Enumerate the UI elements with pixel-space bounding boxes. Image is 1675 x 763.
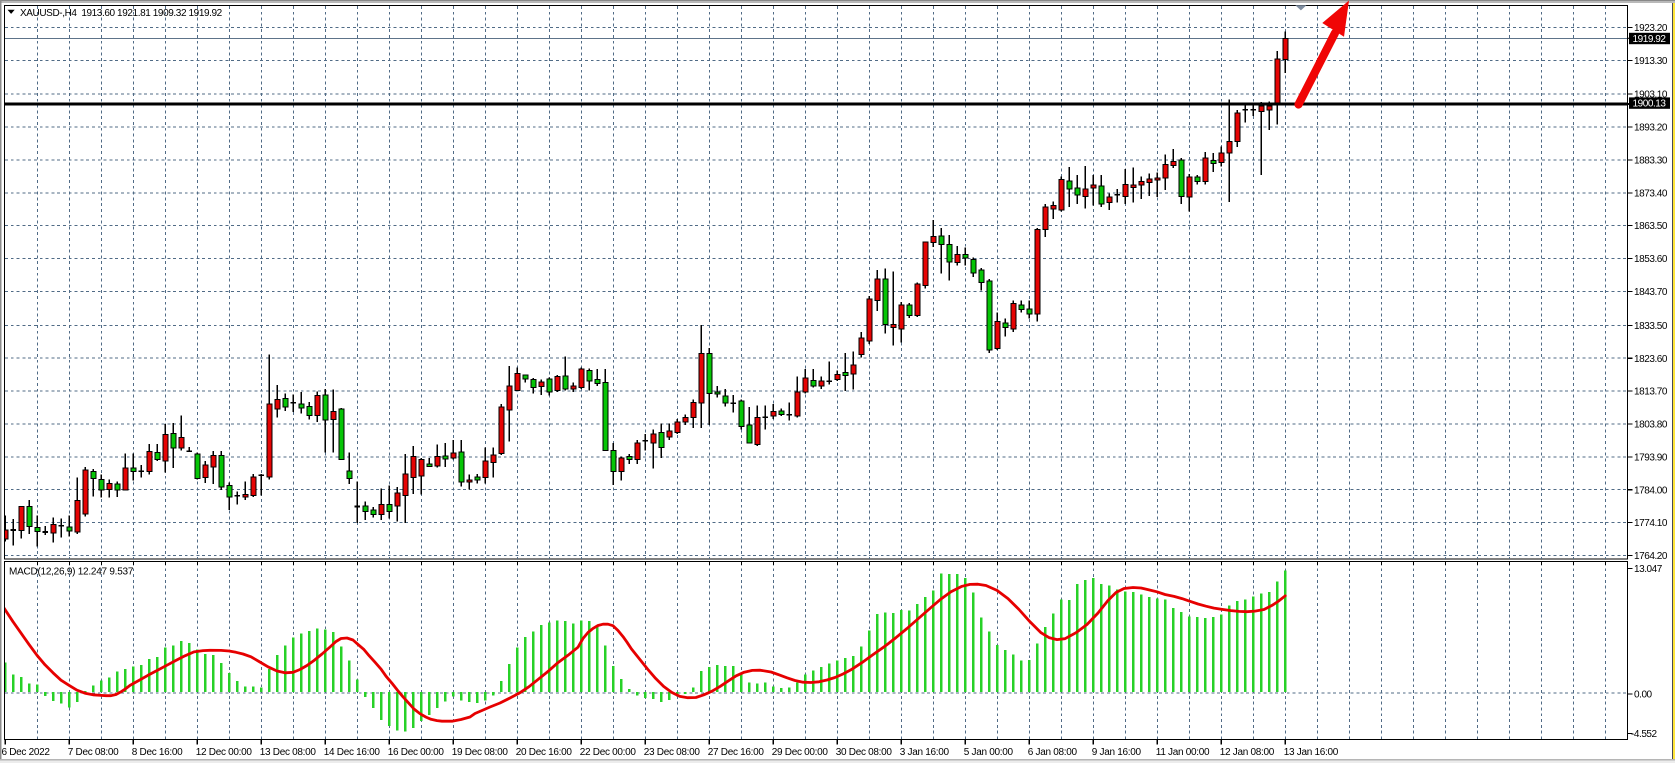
svg-text:7 Dec 08:00: 7 Dec 08:00	[68, 747, 119, 758]
svg-text:1853.60: 1853.60	[1634, 254, 1668, 265]
svg-text:1919.92: 1919.92	[1633, 34, 1667, 45]
svg-text:16 Dec 00:00: 16 Dec 00:00	[388, 747, 445, 758]
svg-text:1900.13: 1900.13	[1633, 99, 1667, 110]
svg-text:13.047: 13.047	[1634, 564, 1663, 575]
svg-text:6 Jan 08:00: 6 Jan 08:00	[1028, 747, 1078, 758]
svg-text:1793.90: 1793.90	[1634, 452, 1668, 463]
svg-text:6 Dec 2022: 6 Dec 2022	[2, 747, 51, 758]
svg-text:13 Jan 16:00: 13 Jan 16:00	[1284, 747, 1339, 758]
svg-text:1784.00: 1784.00	[1634, 485, 1668, 496]
svg-text:1923.20: 1923.20	[1634, 23, 1668, 34]
svg-text:1843.70: 1843.70	[1634, 287, 1668, 298]
svg-text:MACD(12,26,9) 12.247 9.537: MACD(12,26,9) 12.247 9.537	[9, 566, 134, 577]
svg-text:1883.30: 1883.30	[1634, 156, 1668, 167]
svg-text:1764.20: 1764.20	[1634, 551, 1668, 562]
svg-text:13 Dec 08:00: 13 Dec 08:00	[260, 747, 317, 758]
svg-text:20 Dec 16:00: 20 Dec 16:00	[516, 747, 573, 758]
svg-text:XAUUSD-,H4 1913.60 1921.81 19: XAUUSD-,H4 1913.60 1921.81 1909.32 1919.…	[20, 8, 223, 19]
svg-text:30 Dec 08:00: 30 Dec 08:00	[836, 747, 893, 758]
svg-text:1903.10: 1903.10	[1634, 90, 1668, 101]
svg-text:1803.80: 1803.80	[1634, 420, 1668, 431]
svg-text:19 Dec 08:00: 19 Dec 08:00	[452, 747, 509, 758]
svg-text:23 Dec 08:00: 23 Dec 08:00	[644, 747, 701, 758]
svg-text:5 Jan 00:00: 5 Jan 00:00	[964, 747, 1014, 758]
svg-text:1774.10: 1774.10	[1634, 518, 1668, 529]
svg-text:27 Dec 16:00: 27 Dec 16:00	[708, 747, 765, 758]
svg-text:9 Jan 16:00: 9 Jan 16:00	[1092, 747, 1142, 758]
svg-text:3 Jan 16:00: 3 Jan 16:00	[900, 747, 950, 758]
svg-text:1823.60: 1823.60	[1634, 354, 1668, 365]
svg-text:12 Jan 08:00: 12 Jan 08:00	[1220, 747, 1275, 758]
svg-text:0.00: 0.00	[1634, 690, 1653, 701]
svg-text:1813.70: 1813.70	[1634, 387, 1668, 398]
svg-text:-4.552: -4.552	[1631, 729, 1658, 740]
svg-text:22 Dec 00:00: 22 Dec 00:00	[580, 747, 637, 758]
svg-text:8 Dec 16:00: 8 Dec 16:00	[132, 747, 183, 758]
svg-text:14 Dec 16:00: 14 Dec 16:00	[324, 747, 381, 758]
svg-text:1873.40: 1873.40	[1634, 188, 1668, 199]
svg-text:1863.50: 1863.50	[1634, 221, 1668, 232]
svg-text:1833.50: 1833.50	[1634, 321, 1668, 332]
svg-text:29 Dec 00:00: 29 Dec 00:00	[772, 747, 829, 758]
svg-text:11 Jan 00:00: 11 Jan 00:00	[1156, 747, 1210, 758]
svg-text:1893.20: 1893.20	[1634, 123, 1668, 134]
svg-text:1913.30: 1913.30	[1634, 56, 1668, 67]
svg-text:12 Dec 00:00: 12 Dec 00:00	[196, 747, 253, 758]
